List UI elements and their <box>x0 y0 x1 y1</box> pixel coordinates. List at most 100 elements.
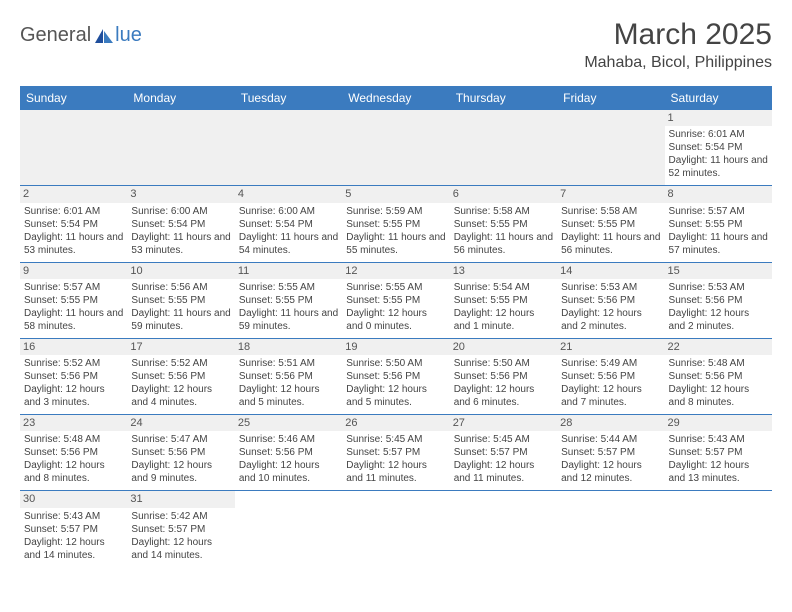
sunrise-text: Sunrise: 5:59 AM <box>346 205 445 218</box>
logo-text-blue: lue <box>115 24 142 47</box>
sunrise-text: Sunrise: 5:44 AM <box>561 433 660 446</box>
sunset-text: Sunset: 5:55 PM <box>346 294 445 307</box>
daylight-text: Daylight: 12 hours and 11 minutes. <box>454 459 553 485</box>
calendar-cell: 27 Sunrise: 5:45 AMSunset: 5:57 PMDayligh… <box>450 415 557 491</box>
daylight-text: Daylight: 11 hours and 59 minutes. <box>239 307 338 333</box>
day-number: 27 <box>450 415 557 431</box>
sunset-text: Sunset: 5:56 PM <box>669 370 768 383</box>
sunset-text: Sunset: 5:55 PM <box>346 218 445 231</box>
sunrise-text: Sunrise: 5:50 AM <box>454 357 553 370</box>
daylight-text: Daylight: 12 hours and 7 minutes. <box>561 383 660 409</box>
sunset-text: Sunset: 5:54 PM <box>239 218 338 231</box>
daylight-text: Daylight: 12 hours and 3 minutes. <box>24 383 123 409</box>
sunrise-text: Sunrise: 5:45 AM <box>454 433 553 446</box>
daylight-text: Daylight: 12 hours and 2 minutes. <box>561 307 660 333</box>
day-number: 30 <box>20 491 127 507</box>
col-tuesday: Tuesday <box>235 86 342 110</box>
sunset-text: Sunset: 5:54 PM <box>24 218 123 231</box>
calendar-row: 30Sunrise: 5:43 AMSunset: 5:57 PMDayligh… <box>20 491 772 567</box>
day-number: 2 <box>20 186 127 202</box>
day-number: 13 <box>450 263 557 279</box>
sunrise-text: Sunrise: 5:58 AM <box>561 205 660 218</box>
sunrise-text: Sunrise: 5:55 AM <box>239 281 338 294</box>
logo-sail-icon <box>93 27 115 45</box>
calendar-cell <box>450 491 557 567</box>
daylight-text: Daylight: 12 hours and 5 minutes. <box>239 383 338 409</box>
daylight-text: Daylight: 11 hours and 53 minutes. <box>24 231 123 257</box>
calendar-cell: 31Sunrise: 5:42 AMSunset: 5:57 PMDayligh… <box>127 491 234 567</box>
day-number: 31 <box>127 491 234 507</box>
calendar-cell: 13Sunrise: 5:54 AMSunset: 5:55 PMDayligh… <box>450 262 557 338</box>
calendar-cell: 9Sunrise: 5:57 AMSunset: 5:55 PMDaylight… <box>20 262 127 338</box>
calendar-cell: 25Sunrise: 5:46 AMSunset: 5:56 PMDayligh… <box>235 415 342 491</box>
daylight-text: Daylight: 12 hours and 13 minutes. <box>669 459 768 485</box>
daylight-text: Daylight: 12 hours and 10 minutes. <box>239 459 338 485</box>
day-number: 18 <box>235 339 342 355</box>
day-number: 21 <box>557 339 664 355</box>
sunrise-text: Sunrise: 5:52 AM <box>131 357 230 370</box>
day-number: 3 <box>127 186 234 202</box>
daylight-text: Daylight: 12 hours and 5 minutes. <box>346 383 445 409</box>
sunrise-text: Sunrise: 5:53 AM <box>669 281 768 294</box>
calendar-cell: 3Sunrise: 6:00 AMSunset: 5:54 PMDaylight… <box>127 186 234 262</box>
header: General lue March 2025 Mahaba, Bicol, Ph… <box>20 18 772 72</box>
sunrise-text: Sunrise: 5:58 AM <box>454 205 553 218</box>
sunrise-text: Sunrise: 5:43 AM <box>24 510 123 523</box>
calendar-row: 16Sunrise: 5:52 AMSunset: 5:56 PMDayligh… <box>20 338 772 414</box>
calendar-cell: 2Sunrise: 6:01 AMSunset: 5:54 PMDaylight… <box>20 186 127 262</box>
month-title: March 2025 <box>584 18 772 52</box>
day-number: 10 <box>127 263 234 279</box>
calendar-cell: 28Sunrise: 5:44 AMSunset: 5:57 PMDayligh… <box>557 415 664 491</box>
sunset-text: Sunset: 5:57 PM <box>669 446 768 459</box>
sunset-text: Sunset: 5:57 PM <box>561 446 660 459</box>
sunrise-text: Sunrise: 5:48 AM <box>24 433 123 446</box>
sunrise-text: Sunrise: 5:49 AM <box>561 357 660 370</box>
sunrise-text: Sunrise: 5:50 AM <box>346 357 445 370</box>
logo-text-general: General <box>20 24 91 47</box>
daylight-text: Daylight: 12 hours and 2 minutes. <box>669 307 768 333</box>
daylight-text: Daylight: 12 hours and 14 minutes. <box>131 536 230 562</box>
sunrise-text: Sunrise: 5:46 AM <box>239 433 338 446</box>
day-header-row: Sunday Monday Tuesday Wednesday Thursday… <box>20 86 772 110</box>
daylight-text: Daylight: 12 hours and 14 minutes. <box>24 536 123 562</box>
sunset-text: Sunset: 5:55 PM <box>454 294 553 307</box>
day-number: 5 <box>342 186 449 202</box>
sunrise-text: Sunrise: 5:56 AM <box>131 281 230 294</box>
sunset-text: Sunset: 5:54 PM <box>669 141 768 154</box>
daylight-text: Daylight: 11 hours and 56 minutes. <box>561 231 660 257</box>
col-sunday: Sunday <box>20 86 127 110</box>
calendar-cell <box>235 110 342 186</box>
day-number: 4 <box>235 186 342 202</box>
calendar-cell: 16Sunrise: 5:52 AMSunset: 5:56 PMDayligh… <box>20 338 127 414</box>
sunrise-text: Sunrise: 5:55 AM <box>346 281 445 294</box>
daylight-text: Daylight: 12 hours and 8 minutes. <box>24 459 123 485</box>
day-number: 11 <box>235 263 342 279</box>
calendar-cell: 15Sunrise: 5:53 AMSunset: 5:56 PMDayligh… <box>665 262 772 338</box>
calendar-cell <box>557 491 664 567</box>
sunset-text: Sunset: 5:55 PM <box>24 294 123 307</box>
sunrise-text: Sunrise: 5:57 AM <box>669 205 768 218</box>
daylight-text: Daylight: 12 hours and 0 minutes. <box>346 307 445 333</box>
sunset-text: Sunset: 5:55 PM <box>454 218 553 231</box>
daylight-text: Daylight: 11 hours and 55 minutes. <box>346 231 445 257</box>
calendar-cell: 17Sunrise: 5:52 AMSunset: 5:56 PMDayligh… <box>127 338 234 414</box>
sunset-text: Sunset: 5:57 PM <box>454 446 553 459</box>
day-number: 1 <box>665 110 772 126</box>
calendar-cell: 4Sunrise: 6:00 AMSunset: 5:54 PMDaylight… <box>235 186 342 262</box>
calendar-cell <box>20 110 127 186</box>
sunset-text: Sunset: 5:55 PM <box>669 218 768 231</box>
daylight-text: Daylight: 11 hours and 52 minutes. <box>669 154 768 180</box>
sunrise-text: Sunrise: 5:57 AM <box>24 281 123 294</box>
calendar-cell <box>665 491 772 567</box>
sunset-text: Sunset: 5:57 PM <box>346 446 445 459</box>
sunrise-text: Sunrise: 5:52 AM <box>24 357 123 370</box>
day-number: 17 <box>127 339 234 355</box>
daylight-text: Daylight: 11 hours and 58 minutes. <box>24 307 123 333</box>
daylight-text: Daylight: 12 hours and 6 minutes. <box>454 383 553 409</box>
daylight-text: Daylight: 11 hours and 59 minutes. <box>131 307 230 333</box>
sunrise-text: Sunrise: 6:00 AM <box>131 205 230 218</box>
calendar-table: Sunday Monday Tuesday Wednesday Thursday… <box>20 86 772 567</box>
calendar-row: 23Sunrise: 5:48 AMSunset: 5:56 PMDayligh… <box>20 415 772 491</box>
daylight-text: Daylight: 12 hours and 9 minutes. <box>131 459 230 485</box>
sunset-text: Sunset: 5:56 PM <box>131 370 230 383</box>
